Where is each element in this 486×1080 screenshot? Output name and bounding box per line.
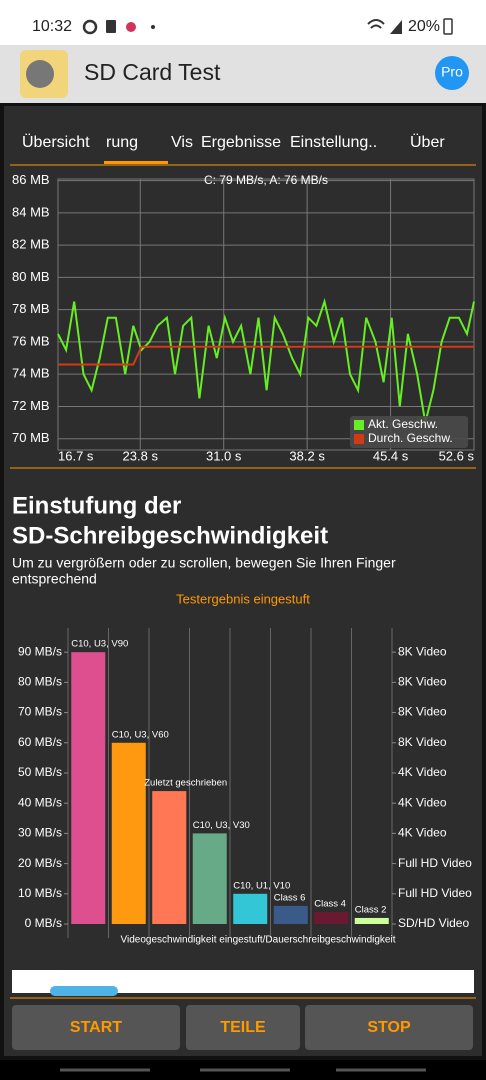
- status-icon: [106, 20, 116, 33]
- bar-label: C10, U1, V10: [233, 880, 290, 891]
- app-title: SD Card Test: [84, 59, 221, 85]
- x-tick-label: 23.8 s: [123, 448, 159, 463]
- pro-button[interactable]: [435, 56, 469, 90]
- tab[interactable]: Über: [410, 133, 445, 151]
- y-tick-label: 0 MB/s: [25, 916, 62, 930]
- battery-icon: [443, 18, 453, 35]
- status-icon: [82, 19, 98, 35]
- bar: [273, 905, 308, 924]
- y2-tick-label: 4K Video: [398, 765, 447, 779]
- bar: [314, 911, 349, 924]
- status-icon: [126, 22, 136, 32]
- bar-label: C10, U3, V60: [112, 729, 169, 740]
- y2-tick-label: 8K Video: [398, 735, 447, 749]
- y-tick-label: 50 MB/s: [18, 765, 62, 779]
- bar: [354, 917, 389, 924]
- y-tick-label: 70 MB: [12, 430, 50, 445]
- bar-label: Class 4: [314, 898, 346, 909]
- y-tick-label: 60 MB/s: [18, 735, 62, 749]
- y-tick-label: 10 MB/s: [18, 886, 62, 900]
- bar-label: C10, U3, V90: [71, 639, 128, 650]
- bar-label: Class 2: [355, 904, 387, 915]
- status-icon: [151, 25, 155, 29]
- y-tick-label: 86 MB: [12, 172, 50, 187]
- card-button: [50, 986, 118, 996]
- bar-label: Class 6: [274, 892, 306, 903]
- y-tick-label: 74 MB: [12, 366, 50, 381]
- legend-label: Akt. Geschw.: [368, 417, 438, 431]
- y-tick-label: 84 MB: [12, 204, 50, 219]
- signal-icon: [390, 20, 402, 34]
- tab[interactable]: Übersicht: [22, 133, 90, 151]
- button-label[interactable]: START: [70, 1019, 122, 1036]
- y-tick-label: 72 MB: [12, 398, 50, 413]
- x-tick-label: 45.4 s: [373, 448, 409, 463]
- x-tick-label: 31.0 s: [206, 448, 242, 463]
- button[interactable]: [12, 1005, 180, 1050]
- status-bar: [0, 0, 486, 45]
- chart-title: Testergebnis eingestuft: [176, 591, 310, 606]
- tab[interactable]: Ergebnisse: [201, 134, 281, 151]
- section-heading: Einstufung der: [12, 492, 181, 519]
- wifi-icon: [367, 19, 385, 29]
- y2-tick-label: Full HD Video: [398, 886, 472, 900]
- button-label[interactable]: STOP: [367, 1019, 411, 1036]
- legend: [350, 416, 468, 448]
- y2-tick-label: 4K Video: [398, 826, 447, 840]
- tab[interactable]: Vis: [171, 134, 193, 151]
- battery-text: 20%: [408, 18, 440, 35]
- button-label[interactable]: TEILE: [220, 1019, 266, 1036]
- series-line: [58, 345, 474, 366]
- y-tick-label: 80 MB: [12, 269, 50, 284]
- section-heading: SD-Schreibgeschwindigkeit: [12, 522, 328, 549]
- x-axis-label: Videogeschwindigkeit eingestuft/Dauersch…: [121, 935, 396, 946]
- bar: [152, 791, 187, 924]
- legend-label: Durch. Geschw.: [368, 431, 453, 445]
- x-tick-label: 38.2 s: [289, 448, 325, 463]
- bar-label: C10, U3, V30: [193, 820, 250, 831]
- y-tick-label: 70 MB/s: [18, 705, 62, 719]
- y-tick-label: 82 MB: [12, 237, 50, 252]
- section-hint: Um zu vergrößern oder zu scrollen, beweg…: [12, 555, 396, 571]
- pro-label[interactable]: Pro: [441, 64, 463, 80]
- legend-swatch: [354, 434, 364, 444]
- y2-tick-label: 4K Video: [398, 795, 447, 809]
- y-tick-label: 76 MB: [12, 333, 50, 348]
- card: [12, 970, 474, 993]
- y-tick-label: 78 MB: [12, 301, 50, 316]
- bar: [233, 893, 268, 924]
- bar: [71, 652, 106, 924]
- y-tick-label: 30 MB/s: [18, 826, 62, 840]
- y2-tick-label: 8K Video: [398, 675, 447, 689]
- legend-swatch: [354, 420, 364, 430]
- app-icon-disc: [26, 60, 54, 88]
- status-time: 10:32: [32, 18, 72, 35]
- tab[interactable]: rung: [106, 134, 138, 151]
- annotation: C: 79 MB/s, A: 76 MB/s: [204, 173, 328, 187]
- y2-tick-label: Full HD Video: [398, 856, 472, 870]
- y2-tick-label: SD/HD Video: [398, 916, 469, 930]
- button[interactable]: [305, 1005, 473, 1050]
- x-tick-label: 16.7 s: [58, 448, 94, 463]
- x-tick-label: 52.6 s: [439, 448, 475, 463]
- series-line: [57, 297, 475, 423]
- y2-tick-label: 8K Video: [398, 644, 447, 658]
- y-tick-label: 80 MB/s: [18, 675, 62, 689]
- tab-indicator: [104, 161, 168, 164]
- bar: [111, 742, 146, 924]
- y2-tick-label: 8K Video: [398, 705, 447, 719]
- bar-label: Zuletzt geschrieben: [144, 778, 227, 789]
- bar: [192, 833, 227, 924]
- section-hint: entsprechend: [12, 571, 97, 587]
- tab[interactable]: Einstellung..: [290, 134, 377, 151]
- button[interactable]: [186, 1005, 300, 1050]
- app-bar: [0, 45, 486, 103]
- y-tick-label: 90 MB/s: [18, 644, 62, 658]
- y-tick-label: 40 MB/s: [18, 795, 62, 809]
- y-tick-label: 20 MB/s: [18, 856, 62, 870]
